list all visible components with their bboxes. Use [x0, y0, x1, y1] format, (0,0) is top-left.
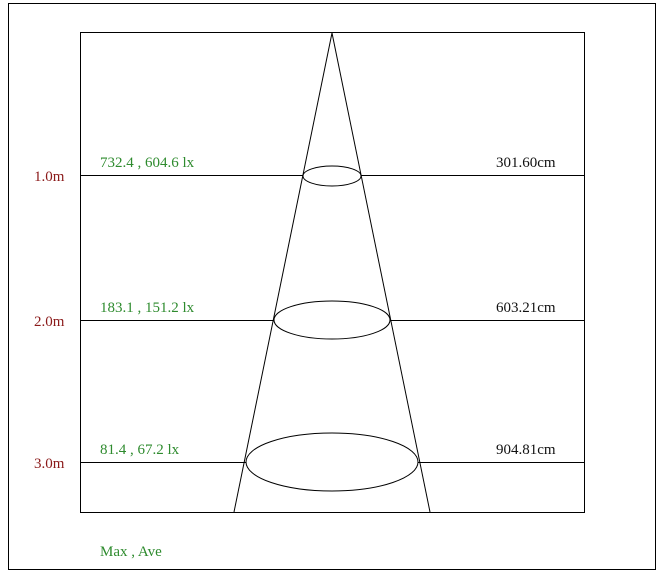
beam-ellipse [302, 165, 362, 187]
cone-right-edge [331, 32, 431, 513]
outer-border [8, 3, 656, 570]
cone-left-edge [233, 32, 333, 513]
beam-ellipse [273, 300, 391, 340]
distance-label: 3.0m [34, 456, 65, 472]
diameter-label: 904.81cm [496, 442, 556, 458]
lux-label: 732.4 , 604.6 lx [100, 155, 195, 171]
beam-ellipse [245, 432, 419, 492]
level-row: 1.0m 732.4 , 604.6 lx 301.60cm [34, 155, 584, 187]
plot-box [80, 32, 585, 513]
lux-label: 81.4 , 67.2 lx [100, 442, 180, 458]
legend-label: Max , Ave [100, 544, 162, 560]
distance-label: 2.0m [34, 314, 65, 330]
diameter-label: 301.60cm [496, 155, 556, 171]
level-row: 3.0m 81.4 , 67.2 lx 904.81cm [34, 432, 584, 492]
level-row: 2.0m 183.1 , 151.2 lx 603.21cm [34, 300, 584, 340]
distance-label: 1.0m [34, 169, 65, 185]
lux-label: 183.1 , 151.2 lx [100, 300, 195, 316]
diameter-label: 603.21cm [496, 300, 556, 316]
